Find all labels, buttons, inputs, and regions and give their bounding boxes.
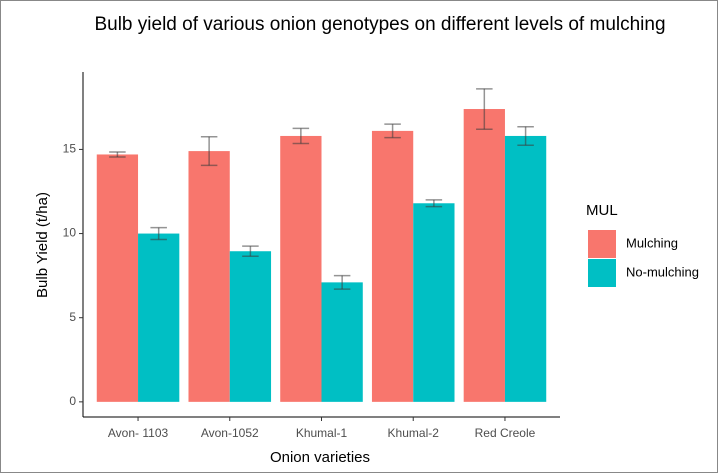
error-bar [425,199,443,208]
bar [413,203,455,402]
error-bar [292,127,310,145]
y-tick-label: 5 [69,310,76,324]
error-bar [333,274,351,290]
bar [280,135,322,402]
chart-title: Bulb yield of various onion genotypes on… [94,14,666,35]
error-bar [517,125,534,146]
legend-title: MUL [586,202,618,219]
x-tick-label: Khumal-1 [296,426,348,440]
bar [229,251,272,402]
bar [371,130,414,402]
bar [138,233,180,402]
error-bar [109,151,126,158]
x-axis-label: Onion varieties [270,449,370,466]
legend-key [588,259,616,287]
x-tick-label: Red Creole [475,426,536,440]
y-tick-label: 0 [69,394,76,408]
legend-label: Mulching [626,235,678,250]
bar [96,154,139,402]
x-tick-label: Khumal-2 [388,426,440,440]
bar [321,282,363,402]
x-tick-label: Avon- 1103 [108,426,169,440]
legend-key [588,230,616,258]
bar [463,109,505,402]
error-bar [476,88,493,130]
error-bar [150,226,167,241]
error-bar [200,136,218,167]
bar [188,151,230,402]
y-axis-label: Bulb Yield (t/ha) [34,192,51,298]
y-tick-label: 10 [63,226,77,240]
bar [504,135,547,402]
y-tick-label: 15 [63,142,77,156]
legend-label: No-mulching [626,264,699,279]
error-bar [384,123,401,139]
error-bar [242,245,259,258]
x-tick-label: Avon-1052 [201,426,259,440]
